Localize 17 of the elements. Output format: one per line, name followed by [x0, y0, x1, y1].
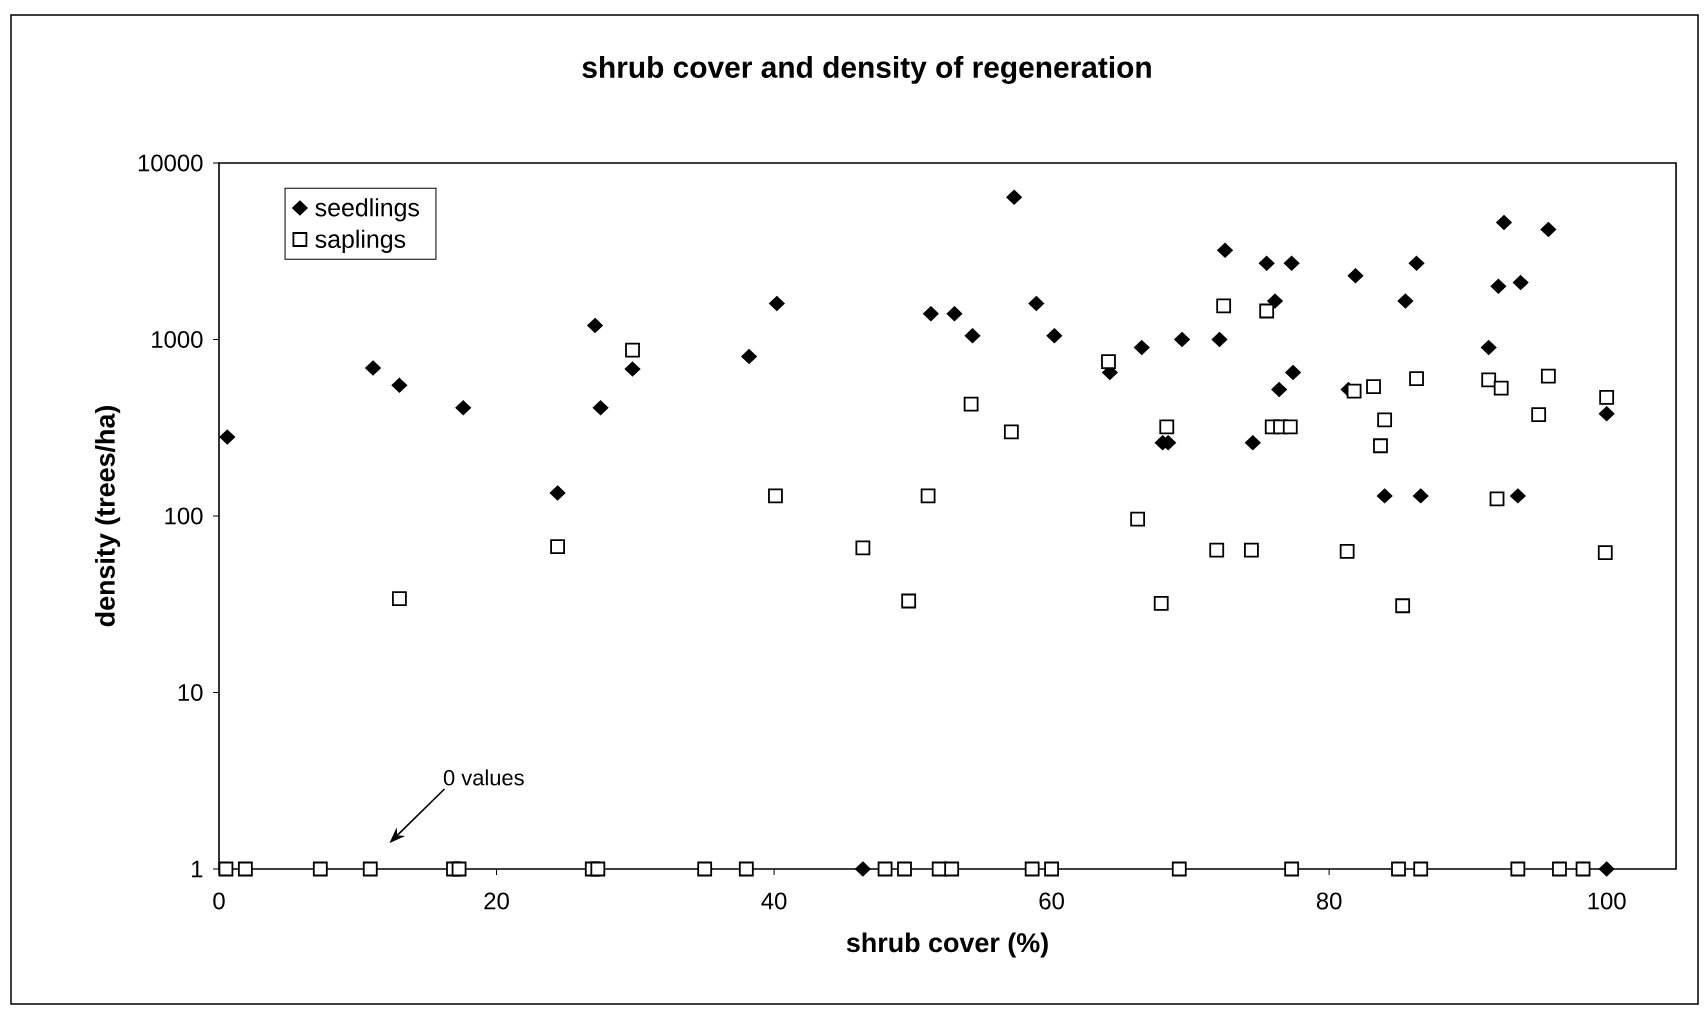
y-tick-label: 1000 [152, 331, 203, 348]
x-tick-label: 100 [1588, 892, 1626, 910]
legend-label: saplings [315, 229, 406, 253]
x-axis-title: shrub cover (%) [846, 932, 1048, 958]
x-tick-label: 60 [1039, 892, 1064, 910]
x-tick-label: 20 [484, 892, 509, 910]
annotation: 0 values [443, 769, 524, 786]
y-tick-label: 10000 [138, 154, 203, 172]
y-axis-title: density (trees/ha) [95, 405, 121, 627]
y-tick-label: 1 [192, 860, 203, 878]
x-tick-label: 80 [1316, 892, 1342, 910]
y-tick-label: 100 [165, 507, 203, 525]
legend-label: seedlings [315, 198, 420, 222]
x-tick-label: 40 [761, 892, 787, 910]
chart-title: shrub cover and density of regeneration [582, 56, 1151, 84]
y-tick-label: 10 [178, 684, 203, 701]
x-tick-label: 0 [213, 892, 225, 910]
